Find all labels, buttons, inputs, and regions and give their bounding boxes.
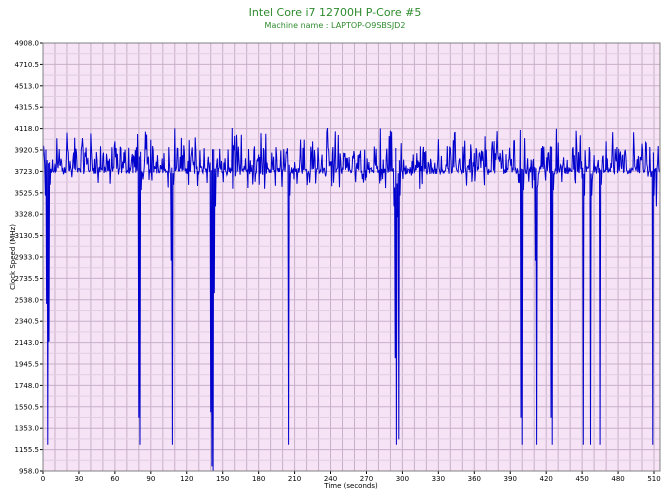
grid (42, 42, 660, 472)
y-tick-label: 3525.5 (15, 189, 40, 197)
y-tick-label: 3130.5 (15, 232, 40, 240)
y-tick-label: 2538.0 (15, 296, 40, 304)
y-axis-label: Clock Speed (MHz) (9, 224, 17, 290)
x-tick-label: 390 (504, 475, 517, 483)
y-tick-label: 3920.5 (15, 147, 40, 155)
x-axis-label: Time (seconds) (323, 482, 378, 490)
y-tick-label: 1550.5 (15, 403, 40, 411)
plot-frame (42, 42, 661, 472)
y-tick-label: 3723.0 (15, 168, 40, 176)
y-tick-label: 2143.0 (15, 339, 40, 347)
y-tick-label: 4315.5 (15, 104, 40, 112)
y-tick-label: 4710.5 (15, 61, 40, 69)
x-tick-label: 450 (575, 475, 588, 483)
x-tick-label: 480 (611, 475, 624, 483)
x-tick-label: 60 (110, 475, 119, 483)
x-tick-label: 210 (288, 475, 301, 483)
chart-title: Intel Core i7 12700H P-Core #5 (249, 6, 422, 19)
y-tick-label: 1155.5 (15, 446, 40, 454)
x-tick-label: 420 (539, 475, 552, 483)
x-tick-label: 90 (146, 475, 155, 483)
y-tick-label: 4513.0 (15, 82, 40, 90)
y-tick-label: 4118.0 (15, 125, 40, 133)
x-tick-label: 180 (252, 475, 265, 483)
x-tick-label: 150 (216, 475, 229, 483)
y-tick-label: 1945.5 (15, 361, 40, 369)
x-tick-label: 300 (396, 475, 409, 483)
y-tick-label: 4908.0 (15, 40, 40, 48)
x-tick-label: 510 (647, 475, 660, 483)
x-tick-label: 360 (468, 475, 481, 483)
y-tick-label: 3328.0 (15, 211, 40, 219)
x-tick-label: 0 (41, 475, 45, 483)
x-tick-label: 240 (324, 475, 337, 483)
y-tick-label: 958.0 (19, 468, 39, 476)
y-tick-label: 2735.5 (15, 275, 40, 283)
x-tick-label: 330 (432, 475, 445, 483)
x-tick-label: 30 (74, 475, 83, 483)
x-tick-label: 270 (360, 475, 373, 483)
series-line (42, 127, 661, 472)
y-tick-label: 1748.0 (15, 382, 40, 390)
tick-labels: 0 30 60 90 120 150 180 210 240 270 300 330 360 390 420… (15, 40, 661, 484)
x-tick-label: 120 (180, 475, 193, 483)
chart-subtitle: Machine name : LAPTOP-O9SBSJD2 (265, 21, 406, 30)
y-tick-label: 2933.0 (15, 254, 40, 262)
y-tick-label: 1353.0 (15, 425, 40, 433)
y-tick-label: 2340.5 (15, 318, 40, 326)
